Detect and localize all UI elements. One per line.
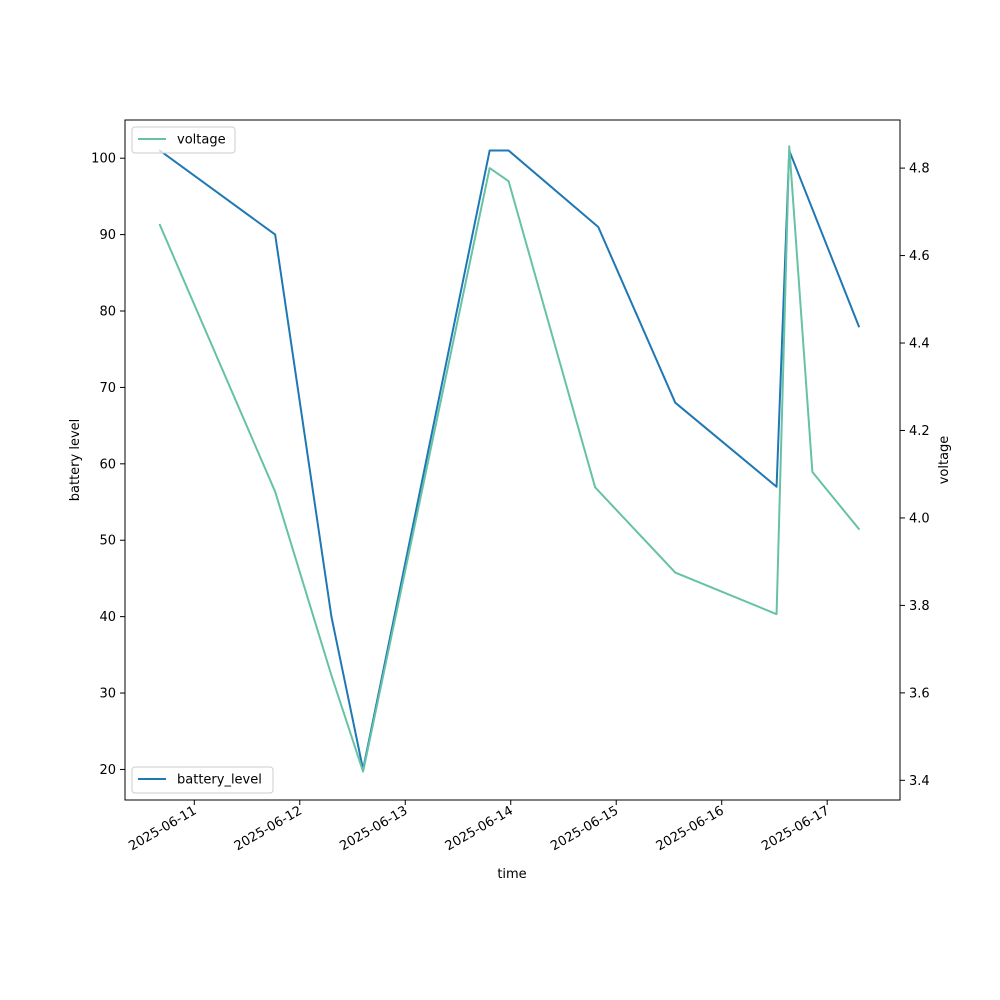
y-left-tick-label: 20 — [99, 763, 116, 778]
series-line-battery-level — [158, 149, 861, 771]
y-right-tick-label: 4.0 — [909, 511, 930, 526]
x-axis-label: time — [497, 867, 526, 882]
y-right-axis-label: voltage — [937, 436, 952, 485]
y-left-tick-label: 40 — [99, 610, 116, 625]
y-left-tick-label: 70 — [99, 381, 116, 396]
y-left-tick-label: 50 — [99, 534, 116, 549]
legend-battery-level: battery_level — [131, 766, 274, 794]
y-right-tick-label: 4.6 — [909, 249, 930, 264]
legend-voltage: voltage — [131, 126, 236, 154]
legend-voltage-label: voltage — [177, 133, 226, 148]
plot-frame — [124, 119, 901, 801]
y-left-axis-label: battery level — [68, 419, 83, 502]
y-right-axis-ticks: 3.4 3.6 3.8 4.0 4.2 4.4 4.6 4.8 — [900, 162, 930, 789]
legend-battery-level-label: battery_level — [177, 773, 262, 788]
series-line-voltage — [158, 145, 861, 773]
y-left-tick-label: 60 — [99, 457, 116, 472]
legend-voltage-box — [131, 126, 236, 154]
y-left-tick-label: 80 — [99, 305, 116, 320]
y-right-tick-label: 4.4 — [909, 337, 930, 352]
y-left-axis-ticks: 20 30 40 50 60 70 80 90 100 — [91, 152, 125, 778]
y-right-tick-label: 3.8 — [909, 599, 930, 614]
y-right-tick-label: 3.4 — [909, 774, 930, 789]
y-right-tick-label: 4.2 — [909, 424, 930, 439]
y-left-tick-label: 30 — [99, 687, 116, 702]
legend-battery-level-box — [131, 766, 274, 794]
y-right-tick-label: 4.8 — [909, 162, 930, 177]
y-left-tick-label: 100 — [91, 152, 116, 167]
y-right-tick-label: 3.6 — [909, 686, 930, 701]
plot-lines — [158, 145, 861, 773]
y-left-tick-label: 90 — [99, 228, 116, 243]
